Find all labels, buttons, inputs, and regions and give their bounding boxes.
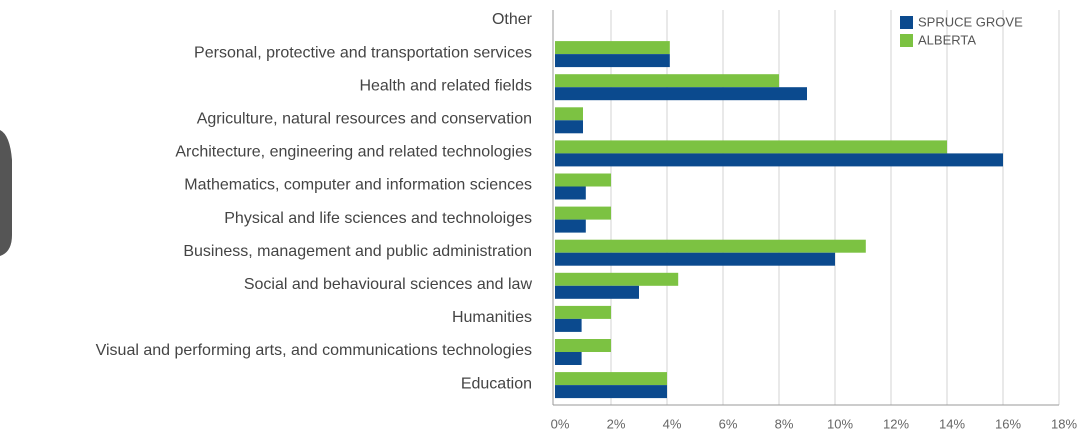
bar <box>555 120 583 134</box>
category-label: Mathematics, computer and information sc… <box>184 177 532 194</box>
category-label: Health and related fields <box>359 77 532 94</box>
legend-label: ALBERTA <box>918 32 976 47</box>
decoration <box>0 130 12 256</box>
category-label: Agriculture, natural resources and conse… <box>197 111 532 128</box>
bar <box>555 173 611 187</box>
x-tick-label: 18% <box>1051 416 1077 431</box>
category-label: Humanities <box>452 309 532 326</box>
x-tick-label: 10% <box>827 416 853 431</box>
category-label: Physical and life sciences and technoloi… <box>224 210 532 227</box>
bar <box>555 140 947 154</box>
x-tick-label: 0% <box>551 416 570 431</box>
legend-swatch <box>900 16 913 29</box>
legend-swatch <box>900 34 913 47</box>
x-tick-label: 2% <box>607 416 626 431</box>
category-label: Social and behavioural sciences and law <box>244 276 533 293</box>
bar <box>555 272 679 286</box>
bar <box>555 87 807 101</box>
bar <box>555 318 582 332</box>
bar <box>555 352 582 365</box>
bar <box>555 107 583 121</box>
x-tick-label: 4% <box>663 416 682 431</box>
bar <box>555 385 667 399</box>
category-label: Visual and performing arts, and communic… <box>96 342 532 359</box>
bar <box>555 54 670 68</box>
category-label: Personal, protective and transportation … <box>194 44 532 61</box>
category-label: Other <box>492 11 533 28</box>
x-tick-label: 6% <box>719 416 738 431</box>
bar <box>555 372 667 386</box>
bar <box>555 206 611 220</box>
category-label: Business, management and public administ… <box>183 243 532 260</box>
bar <box>555 74 779 88</box>
bar <box>555 239 866 253</box>
bar <box>555 219 586 233</box>
bar <box>555 305 611 319</box>
bar <box>555 339 611 352</box>
x-tick-label: 14% <box>939 416 965 431</box>
bar <box>555 186 586 200</box>
legend-label: SPRUCE GROVE <box>918 14 1023 29</box>
category-label: Education <box>461 375 532 392</box>
bar <box>555 285 639 299</box>
x-tick-label: 8% <box>775 416 794 431</box>
x-tick-label: 16% <box>995 416 1021 431</box>
bar <box>555 153 1003 167</box>
bar <box>555 252 835 266</box>
x-tick-label: 12% <box>883 416 909 431</box>
bar <box>555 41 670 55</box>
category-label: Architecture, engineering and related te… <box>175 144 532 161</box>
